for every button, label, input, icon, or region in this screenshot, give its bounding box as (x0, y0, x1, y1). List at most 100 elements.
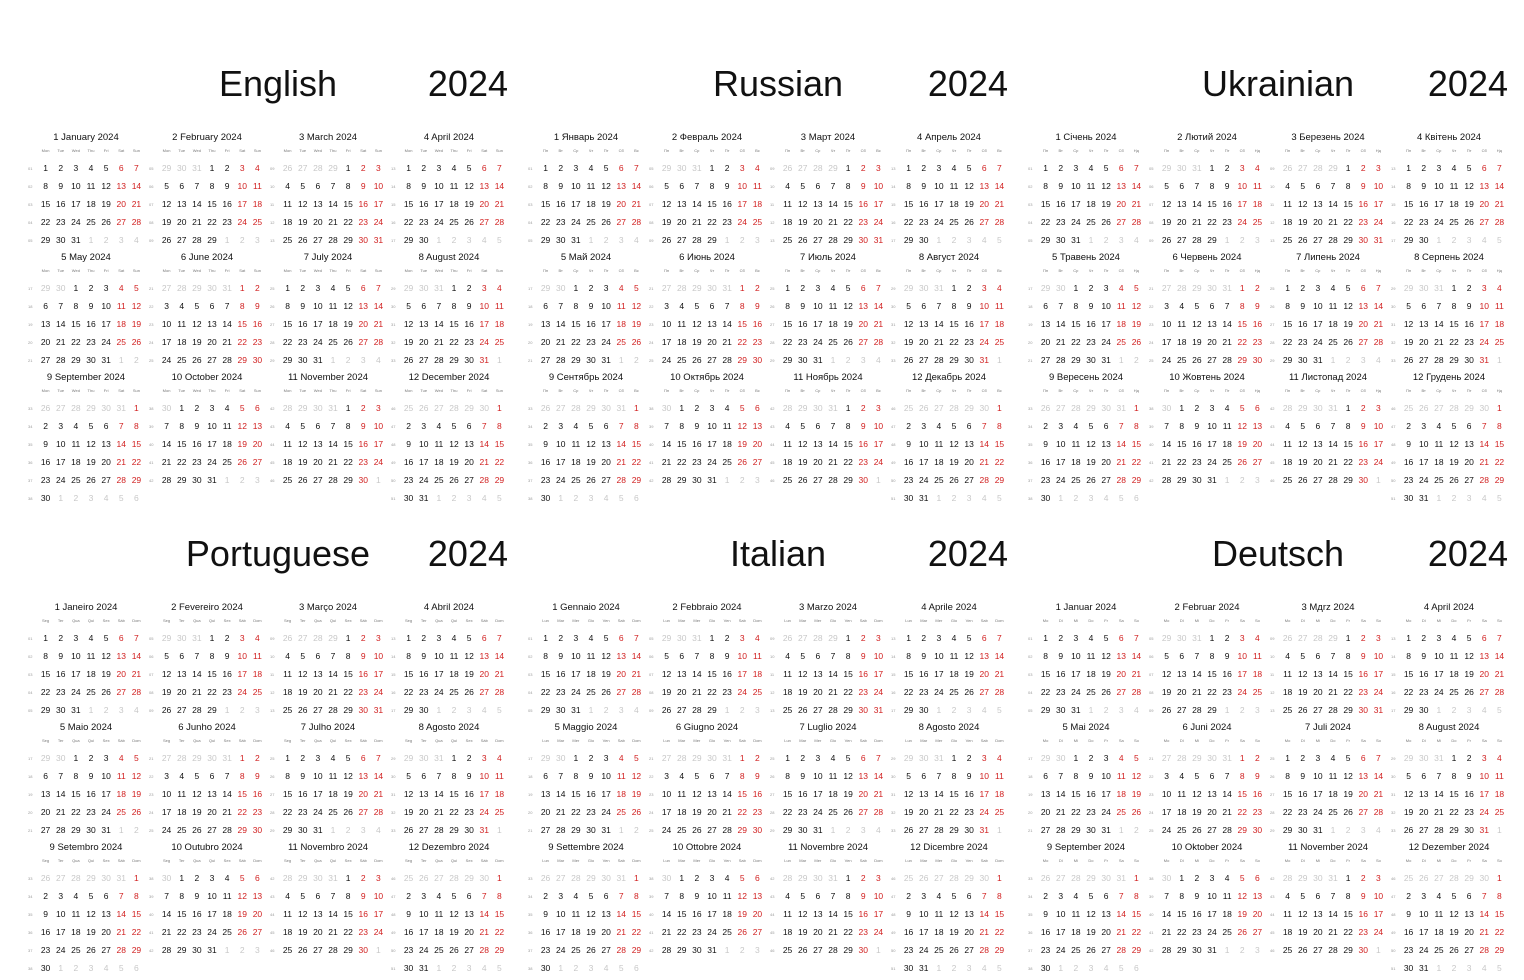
day-cell: 30 (797, 825, 808, 835)
day-cell: 13 (1176, 669, 1187, 679)
day-cell: 27 (161, 753, 172, 763)
weekday-label: Di (1300, 738, 1305, 743)
week-number: 27 (770, 321, 775, 327)
week-number: 16 (1391, 219, 1396, 225)
day-cell: 5 (345, 753, 351, 763)
day-cell: 11 (1283, 439, 1292, 449)
day-cell: 10 (918, 439, 929, 449)
day-cell: 30 (1207, 753, 1217, 763)
day-cell: 12 (1403, 319, 1414, 329)
day-cell: 24 (1161, 355, 1172, 365)
day-cell: 14 (373, 301, 384, 311)
day-cell: 14 (192, 669, 202, 679)
day-cell: 20 (116, 669, 126, 679)
day-cell: 6 (921, 771, 927, 781)
day-cell: 5 (134, 753, 139, 763)
day-cell: 19 (1343, 789, 1353, 799)
week-number: 27 (1270, 321, 1275, 327)
day-cell: 8 (739, 301, 745, 311)
weekday-label: Tue (299, 268, 307, 273)
day-cell: 24 (237, 687, 247, 697)
day-cell: 23 (752, 807, 763, 817)
weekday-label: Ter (299, 618, 306, 623)
day-cell: 3 (1481, 283, 1487, 293)
weekday-label: Fr (1467, 738, 1472, 743)
weekday-label: Seg (405, 738, 413, 743)
day-cell: 29 (1040, 283, 1051, 293)
day-cell: 2 (1088, 283, 1094, 293)
day-cell: 24 (418, 475, 429, 485)
day-cell: 15 (1040, 199, 1051, 209)
week-number: 30 (1391, 303, 1396, 309)
day-cell: 7 (224, 771, 230, 781)
day-cell: 1 (451, 283, 457, 293)
weekday-label: Mo (1405, 618, 1412, 623)
weekday-label: Sun (253, 268, 261, 273)
weekday-label: Sáb (480, 738, 488, 743)
weekday-label: Lun (784, 858, 791, 863)
day-cell: 26 (1131, 337, 1142, 347)
weekday-label: Lun (905, 738, 912, 743)
month-block: 11 Novembro 2024 Seg Ter Qua Qui Sex Sáb Dom 42 2… (270, 842, 386, 955)
day-cell: 25 (949, 687, 959, 697)
day-cell: 21 (1222, 337, 1232, 347)
day-cell: 2 (966, 283, 972, 293)
day-cell: 17 (1313, 319, 1323, 329)
day-cell: 30 (903, 963, 914, 973)
week-number: 28 (1270, 809, 1275, 815)
day-cell: 29 (1464, 403, 1474, 413)
day-cell: 23 (1403, 475, 1414, 485)
weekday-label: Сб (618, 388, 624, 393)
day-cell: 31 (101, 355, 111, 365)
day-cell: 16 (418, 669, 429, 679)
day-cell: 5 (1497, 235, 1502, 245)
day-cell: 4 (1118, 753, 1124, 763)
day-cell: 4 (285, 421, 290, 431)
weekday-label: Qua (72, 738, 80, 743)
day-cell: 5 (451, 421, 457, 431)
day-cell: 31 (222, 283, 232, 293)
day-cell: 6 (1043, 301, 1048, 311)
day-cell: 13 (1101, 439, 1111, 449)
day-cell: 2 (739, 945, 745, 955)
week-number: 05 (28, 707, 33, 713)
calendar-panel-deutsch: Deutsch 2024 1 Januar 2024 Mo Di Mi Do Fr Sa So 01… (1028, 533, 1508, 973)
day-cell: 21 (373, 319, 384, 329)
day-cell: 2 (906, 421, 911, 431)
day-cell: 1 (906, 633, 911, 643)
week-number: 34 (28, 423, 33, 429)
month-title: 12 Dezember 2024 (1408, 842, 1490, 853)
day-cell: 6 (118, 163, 124, 173)
day-cell: 28 (192, 235, 202, 245)
day-cell: 24 (555, 475, 566, 485)
day-cell: 30 (86, 355, 96, 365)
weekday-label: Ср (936, 148, 942, 153)
day-cell: 30 (555, 705, 566, 715)
day-cell: 30 (418, 753, 429, 763)
day-cell: 11 (934, 909, 944, 919)
day-cell: 2 (588, 753, 594, 763)
day-cell: 5 (588, 421, 594, 431)
week-number: 26 (770, 303, 775, 309)
day-cell: 6 (815, 181, 821, 191)
week-number: 21 (1028, 357, 1033, 363)
day-cell: 31 (373, 235, 384, 245)
day-cell: 12 (1192, 319, 1202, 329)
day-cell: 12 (903, 789, 914, 799)
day-cell: 18 (1328, 319, 1338, 329)
day-cell: 5 (588, 891, 594, 901)
day-cell: 11 (949, 181, 959, 191)
day-cell: 1 (406, 633, 411, 643)
day-cell: 20 (207, 807, 217, 817)
day-cell: 31 (601, 355, 611, 365)
day-cell: 29 (131, 945, 142, 955)
week-number: 46 (270, 947, 275, 953)
day-cell: 17 (1101, 319, 1111, 329)
day-cell: 20 (176, 217, 187, 227)
month-block: 9 Сентябрь 2024 Пн Вт Ср Чт Пт Сб Вс 33 26 27 28 29 3… (528, 372, 644, 503)
week-number: 45 (770, 459, 775, 465)
day-cell: 27 (1434, 403, 1444, 413)
month-block: 11 Novembre 2024 Lun Mar Mer Gio Ven Sab Dom 42 2… (770, 842, 886, 955)
day-cell: 24 (479, 807, 489, 817)
day-cell: 14 (828, 439, 838, 449)
